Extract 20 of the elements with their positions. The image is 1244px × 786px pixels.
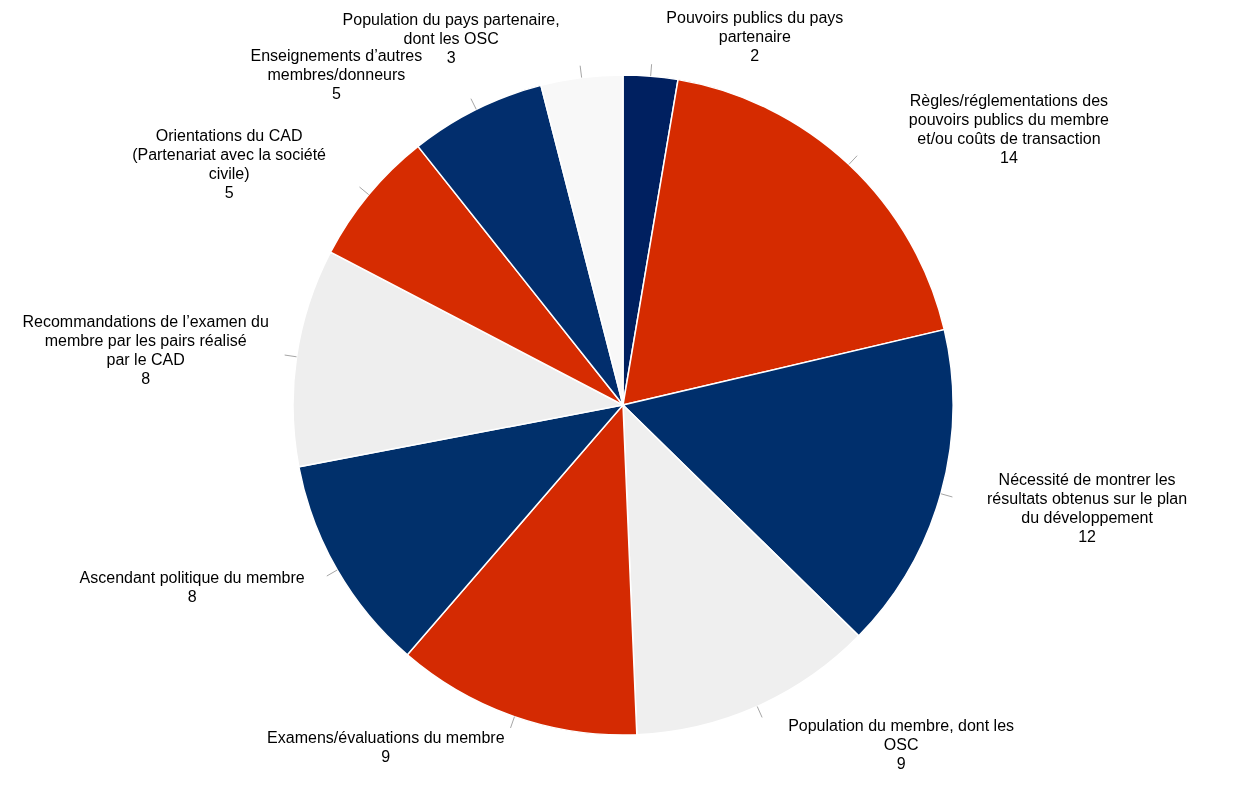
data-label: 3 [446, 48, 456, 66]
slice-label: Enseignements d’autres membres/donneurs [250, 46, 423, 83]
slice-label: Ascendant politique du membre [79, 568, 305, 586]
data-label: 8 [187, 587, 197, 605]
slice-label: Nécessité de montrer les résultats obtenus sur le plan du développement [987, 471, 1188, 527]
data-label: 5 [224, 183, 234, 201]
data-label: 8 [141, 370, 151, 388]
slice-label: Examens/évaluations du membre [267, 728, 505, 746]
data-label: 12 [1078, 528, 1097, 546]
slice-label: Orientations du CAD (Partenariat avec la société civile) [132, 126, 327, 182]
data-label: 2 [750, 47, 760, 65]
slice-label: Règles/réglementations des pouvoirs publics du membre et/ou coûts de transaction [908, 91, 1110, 147]
slice-label: Pouvoirs publics du pays partenaire [666, 9, 844, 46]
data-label: 9 [896, 754, 906, 772]
slice-label: Recommandations de l’examen du membre par les pairs réalisé par le CAD [22, 313, 269, 369]
data-label: 9 [381, 747, 391, 765]
data-label: 5 [331, 84, 341, 102]
slice-label: Population du pays partenaire, dont les OSC [342, 10, 560, 47]
data-label: 14 [1000, 148, 1018, 166]
slice-label: Population du membre, dont les OSC [788, 716, 1015, 753]
